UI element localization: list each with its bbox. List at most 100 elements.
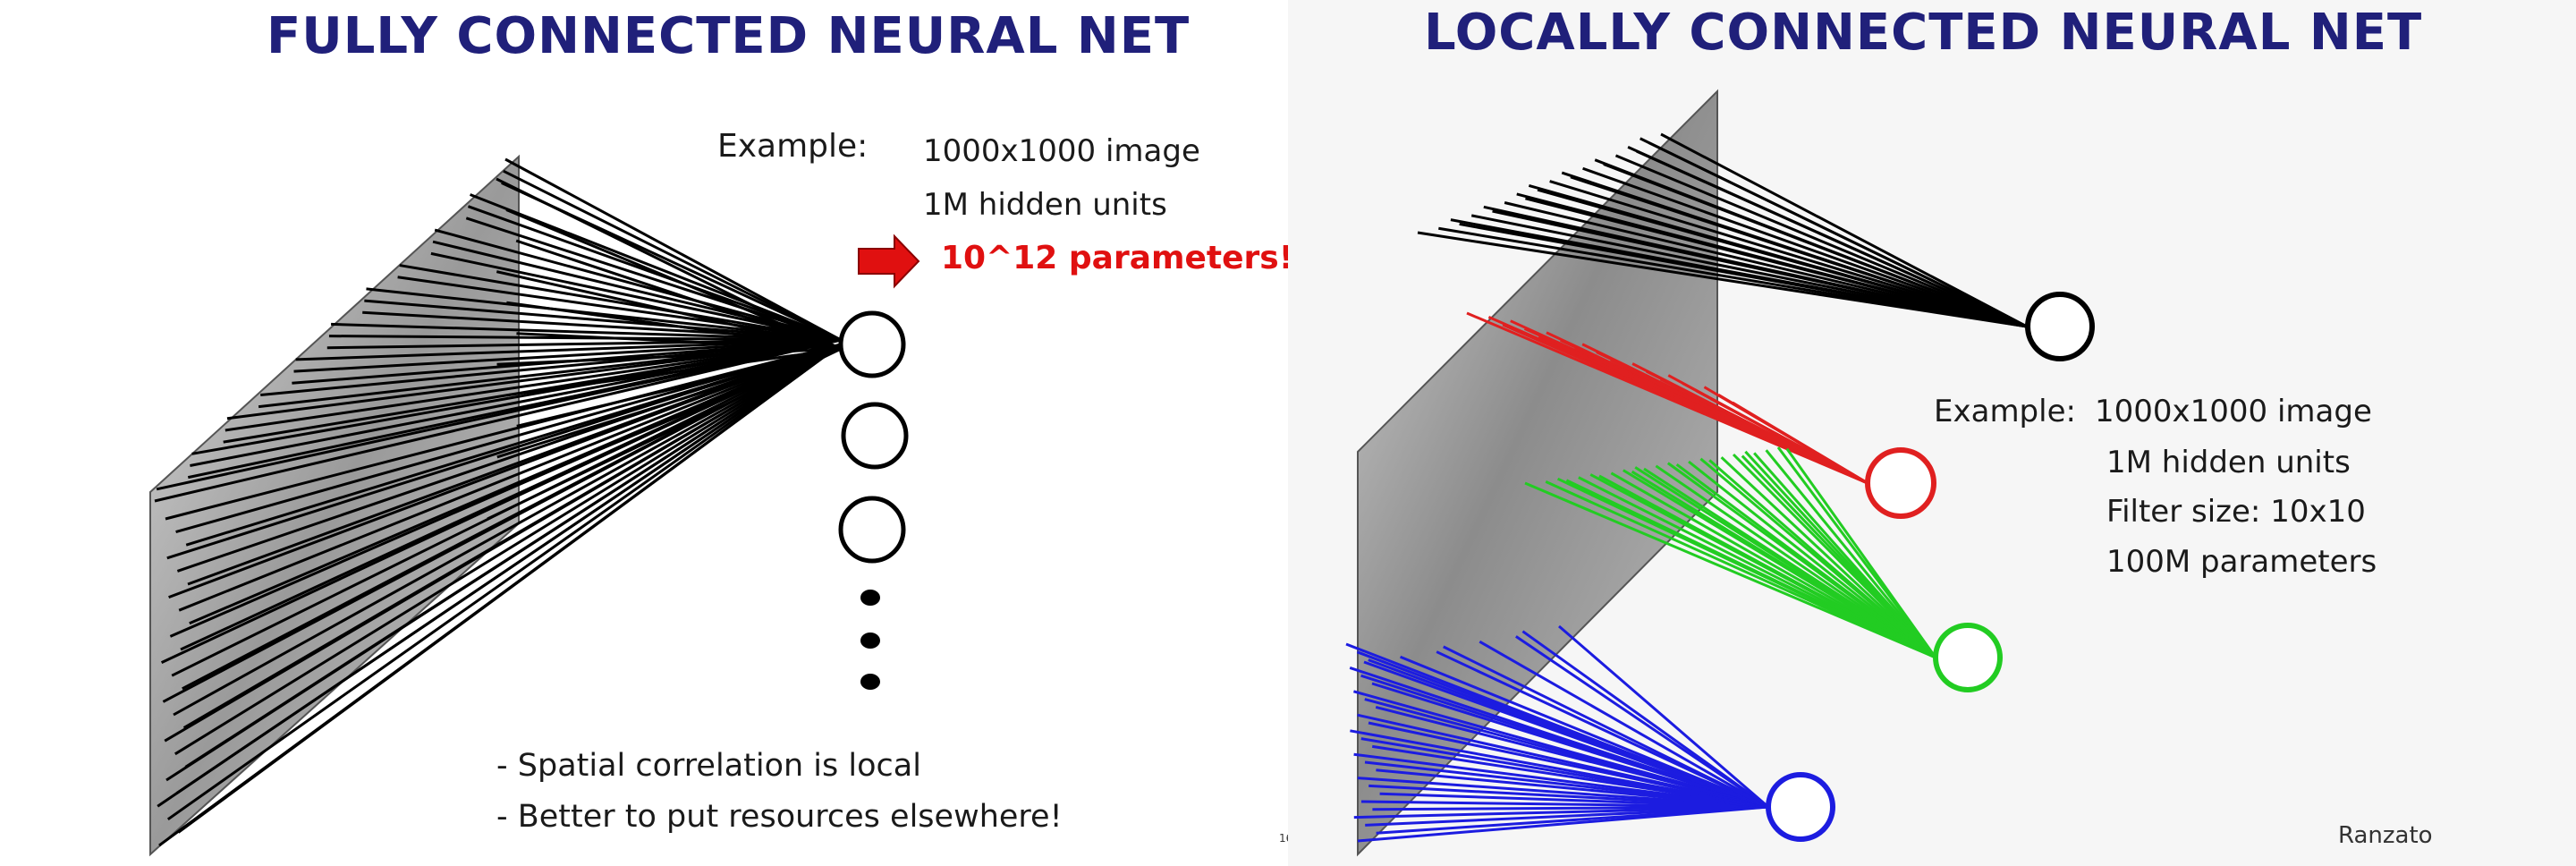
connection-line [295,338,842,361]
slide-locally-connected: LOCALLY CONNECTED NEURAL NET Example: 10… [1288,0,2576,866]
connection-line-blue [1400,655,1769,809]
example-label: Example: [1934,394,2076,429]
connection-line-green [1765,449,1937,658]
author-credit: Ranzato [2338,822,2433,849]
connection-line-green [1699,457,1936,659]
connection-line [505,208,842,351]
connection-line [173,343,842,717]
connection-line [364,299,842,342]
filter-size: Filter size: 10x10 [2106,494,2366,530]
connection-line-black [1640,137,2028,328]
bullet-resources: - Better to put resources elsewhere! [496,799,1063,835]
arrow-right-icon [858,233,920,289]
connection-lines [154,157,842,847]
connection-line [516,332,842,351]
ellipsis-dots-icon [860,590,880,690]
connection-line-black [1549,180,2028,328]
connection-line-black [1582,166,2028,328]
connection-line [487,347,842,521]
connection-line [154,338,842,503]
connection-line-black [1516,192,2028,328]
connection-line [496,347,842,366]
connection-line-black [1614,154,2028,328]
local-connection-lines [1345,132,2028,843]
connection-line-green [1688,460,1936,659]
connection-line [166,343,842,821]
fully-connected-diagram [149,154,920,857]
connection-line [399,264,842,342]
connection-line [362,310,842,342]
connection-line [165,343,842,521]
connection-line-green [1589,473,1936,659]
connection-line [397,276,842,342]
connection-line-blue [1375,705,1769,809]
connection-line-blue [1363,660,1769,809]
input-image-plane [1357,89,1718,857]
connection-line-blue [1521,630,1769,809]
connection-line [506,301,842,351]
hidden-unit-neuron-black [2025,292,2095,361]
connection-line-black [1470,214,2028,328]
parameters-text: 10^12 parameters [941,240,1279,276]
connection-line-black [1660,132,2028,328]
connection-line-red [1732,401,1868,485]
connection-line-green [1556,477,1936,659]
connection-line [168,343,842,599]
connection-line-green [1666,462,1936,659]
connection-line-black [1594,158,2028,328]
connection-line [496,177,842,351]
connection-line [516,347,842,428]
connection-line-green [1776,446,1937,658]
connection-line [506,347,842,489]
connection-line-black [1483,205,2028,328]
connection-line-blue [1353,805,1769,819]
connection-line-blue [1368,721,1769,809]
exclamation-text: !!! [1279,240,1288,276]
connection-line-green [1720,456,1937,659]
connection-line-black [1528,183,2028,328]
connection-line-black [1504,201,2028,328]
connection-line [165,343,842,782]
connection-line [190,338,842,467]
connection-line [326,338,842,350]
connection-line-blue [1357,805,1769,843]
locally-connected-diagram [1345,89,2095,857]
connection-line-black [1561,171,2028,328]
connection-line-green [1634,466,1936,659]
connection-line-blue [1365,805,1769,827]
connection-line [176,343,842,573]
slide-title: FULLY CONNECTED NEURAL NET [267,7,1191,65]
connection-line [166,343,842,560]
connection-line-green [1655,464,1936,659]
connection-line [164,343,842,743]
connection-line [515,239,842,351]
connection-line [174,343,842,756]
hidden-unit-neuron-red [1865,447,1936,519]
hidden-unit-neuron [838,310,906,378]
page-number: 16 [1279,832,1288,845]
example-image-size: 1000x1000 image [2095,394,2372,429]
connection-line [169,343,842,638]
connection-line-blue [1371,682,1769,809]
hidden-unit-neuron-green [1933,623,2003,692]
parameter-count-emphasis: 10^12 parameters!!! [941,240,1288,276]
connection-line-green [1623,469,1936,659]
slide-fully-connected: FULLY CONNECTED NEURAL NET Example: 1000… [149,7,1288,857]
connection-line [496,270,842,351]
connection-line-green [1578,476,1936,659]
connection-line [503,169,842,342]
connection-line [158,343,842,847]
hidden-units: 1M hidden units [923,187,1167,223]
hidden-unit-neuron [838,496,906,564]
connection-line [178,343,842,612]
connection-line-blue [1515,635,1769,809]
connection-line [504,157,842,342]
hidden-unit-neuron-blue [1766,772,1835,842]
connection-line-black [1450,218,2028,328]
connection-line [465,216,842,342]
connection-line [506,347,842,397]
bullet-spatial-correlation: - Spatial correlation is local [496,748,921,784]
connection-line [432,240,842,342]
connection-line-green [1524,481,1936,659]
slide-title: LOCALLY CONNECTED NEURAL NET [1424,4,2423,62]
